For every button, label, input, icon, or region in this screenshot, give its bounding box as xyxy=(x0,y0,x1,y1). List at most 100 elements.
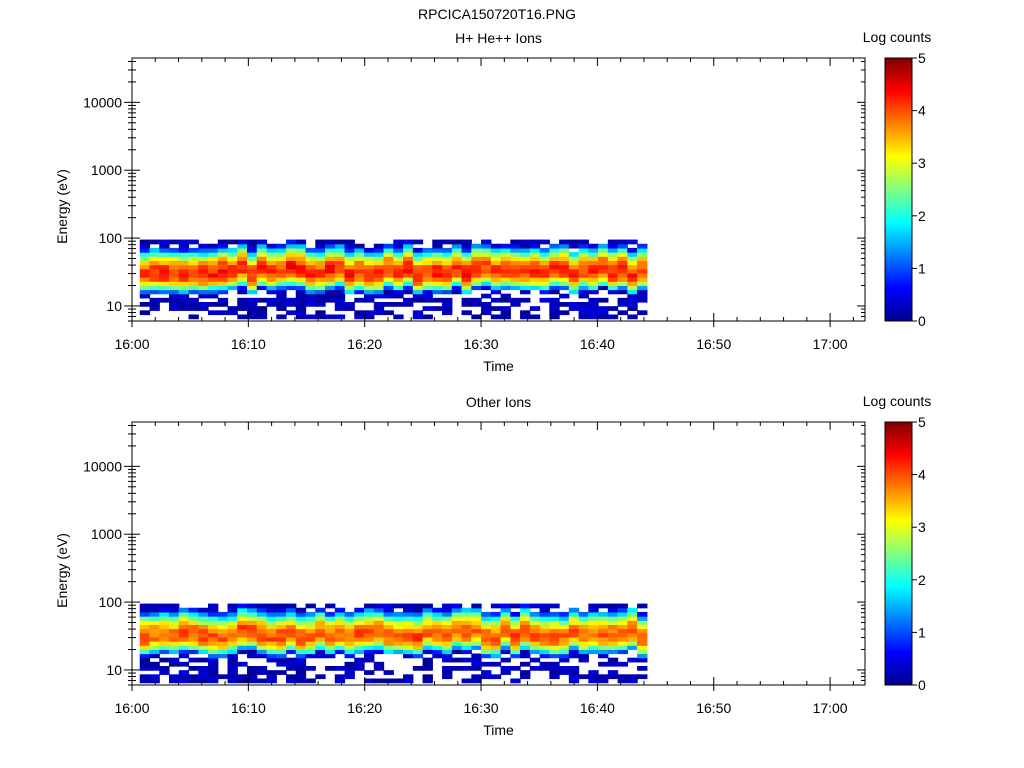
data-cell xyxy=(208,674,219,680)
data-cell xyxy=(559,310,570,316)
data-cell xyxy=(373,628,385,634)
data-cell xyxy=(334,624,346,630)
data-cell xyxy=(471,297,482,303)
x-tick-label: 16:40 xyxy=(580,700,615,716)
data-cell xyxy=(500,310,511,316)
data-cell xyxy=(637,649,648,655)
data-cell xyxy=(227,252,238,257)
data-cell xyxy=(305,272,316,278)
data-cell xyxy=(237,624,248,630)
data-cell xyxy=(247,620,258,625)
data-cell xyxy=(598,264,609,270)
data-cell xyxy=(403,297,414,303)
data-cell xyxy=(529,306,541,311)
data-cell xyxy=(139,243,151,249)
data-cell xyxy=(568,628,580,634)
data-cell xyxy=(500,657,511,663)
data-cell xyxy=(490,268,502,274)
data-cell xyxy=(276,636,287,642)
data-cell xyxy=(461,611,472,617)
data-cell xyxy=(500,285,511,291)
data-cell xyxy=(568,268,580,274)
data-cell xyxy=(481,310,492,316)
data-cell xyxy=(344,641,355,646)
data-cell xyxy=(315,281,326,286)
data-cell xyxy=(617,289,628,295)
data-cell xyxy=(432,632,443,638)
data-cell xyxy=(598,636,609,642)
data-cell xyxy=(598,285,609,291)
y-tick-label: 10 xyxy=(106,298,122,314)
data-cell xyxy=(412,666,424,671)
data-cell xyxy=(169,293,180,299)
data-cell xyxy=(481,239,492,245)
data-cell xyxy=(247,649,258,655)
data-cell xyxy=(412,603,424,609)
data-cell xyxy=(549,611,560,617)
data-cell xyxy=(237,611,248,617)
data-cell xyxy=(403,607,414,613)
data-cell xyxy=(208,607,219,613)
data-cell xyxy=(295,272,307,278)
data-cell xyxy=(383,611,394,617)
data-cell xyxy=(412,314,424,320)
x-axis: 16:00 16:10 16:20 16:30 16:40 16:50 17:00 xyxy=(114,58,854,352)
data-cell xyxy=(295,657,307,663)
data-cell xyxy=(637,620,648,625)
data-cell xyxy=(208,653,219,659)
data-cell xyxy=(305,653,316,659)
data-cell xyxy=(412,616,424,621)
data-cell xyxy=(188,628,199,634)
data-cell xyxy=(412,277,424,282)
data-cell xyxy=(607,289,619,295)
data-cell xyxy=(490,641,502,646)
data-cell xyxy=(188,641,199,646)
data-cell xyxy=(178,239,190,245)
data-cell xyxy=(344,281,355,286)
y-tick-label: 10000 xyxy=(83,458,122,474)
data-cell xyxy=(471,277,482,282)
data-cell xyxy=(432,297,443,303)
data-cell xyxy=(451,239,463,245)
data-cell xyxy=(334,243,346,249)
data-cell xyxy=(237,264,248,270)
data-cell xyxy=(461,310,472,316)
data-cell xyxy=(403,285,414,291)
panel-title: H+ He++ Ions xyxy=(455,30,542,46)
data-cell xyxy=(539,256,550,261)
data-cell xyxy=(598,616,609,621)
data-cell xyxy=(227,649,238,655)
data-cell xyxy=(451,252,463,257)
data-cell xyxy=(598,661,609,667)
data-cell xyxy=(451,268,463,274)
data-cell xyxy=(383,256,394,261)
data-cell xyxy=(549,268,560,274)
data-cell xyxy=(598,649,609,655)
data-cell xyxy=(344,611,355,617)
data-cell xyxy=(617,297,628,303)
data-cell xyxy=(159,243,170,249)
data-cell xyxy=(490,260,502,266)
data-cell xyxy=(588,272,599,278)
data-cell xyxy=(256,666,268,671)
data-cell xyxy=(461,268,472,274)
data-cell xyxy=(412,641,424,646)
data-cell xyxy=(188,674,199,680)
data-cell xyxy=(500,624,511,630)
data-cell xyxy=(617,624,628,630)
data-cell xyxy=(373,256,385,261)
data-cell xyxy=(578,260,589,266)
data-cell xyxy=(461,297,472,303)
data-cell xyxy=(247,306,258,311)
data-cell xyxy=(627,256,638,261)
data-cell xyxy=(627,314,638,320)
data-cell xyxy=(393,302,404,307)
data-cell xyxy=(334,607,346,613)
data-cell xyxy=(198,641,209,646)
data-cell xyxy=(247,302,258,307)
data-cell xyxy=(325,628,336,634)
data-cell xyxy=(588,260,599,266)
data-cell xyxy=(588,297,599,303)
data-cell xyxy=(354,243,365,249)
data-cell xyxy=(383,620,394,625)
